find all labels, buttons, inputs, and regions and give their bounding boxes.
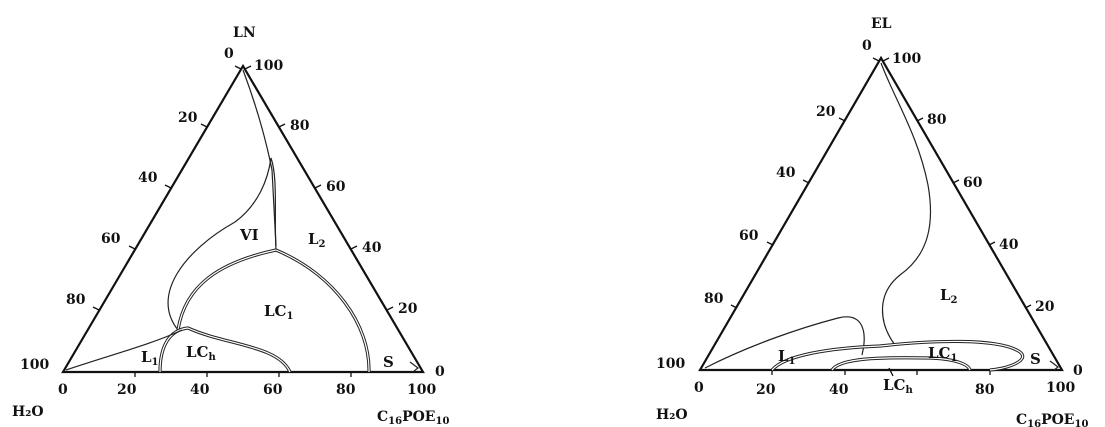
lch-pointer [888,367,894,377]
bottom-tick-label: 80 [975,382,995,398]
diagram-el: 0 20 40 60 80 100 100 80 60 40 20 0 [656,16,1088,427]
tick-mark [882,57,890,62]
right-tick-label: 20 [1035,299,1055,315]
vertex-label-top: LN [233,25,256,41]
tick-mark [766,241,774,246]
region-label-l2: L2 [308,230,326,250]
right-tick-label: 100 [254,58,283,74]
left-tick-label: 20 [178,110,198,126]
region-label-s: S [383,353,394,371]
right-tick-label: 60 [963,175,983,191]
right-tick-label: 100 [892,51,921,67]
vertex-label-surfactant: C16POE10 [377,409,449,427]
right-tick-label: 0 [1073,363,1083,379]
region-label-s: S [1030,350,1041,368]
left-tick-label: 40 [776,165,796,181]
region-label-lc1: LC1 [928,344,957,364]
left-tick-label: 40 [138,170,158,186]
right-tick-label: 20 [398,301,418,317]
vertex-label-surfactant: C16POE10 [1016,412,1088,427]
tick-mark [1024,304,1032,309]
right-tick-label: 60 [326,179,346,195]
boundary-vi-lc1 [176,248,277,331]
bottom-tick-label: 100 [407,382,436,398]
right-edge-ticks: 100 80 60 40 20 0 [244,58,445,380]
bottom-tick-label: 100 [1046,380,1075,396]
bottom-tick-label: 0 [58,382,68,398]
region-label-l1: L1 [141,348,159,368]
left-tick-label: 60 [101,231,121,247]
left-tick-label: 80 [66,292,86,308]
tick-mark [128,245,136,250]
tick-mark [92,306,100,311]
boundary-s [1049,360,1059,371]
phase-boundaries [65,69,419,373]
left-edge-ticks: 0 20 40 60 80 100 [656,38,880,372]
right-edge-ticks: 100 80 60 40 20 0 [882,51,1083,379]
right-tick-label: 0 [435,364,445,380]
vertex-label-water: H₂O [656,407,688,423]
vertex-label-water: H₂O [12,404,44,420]
right-tick-label: 40 [362,240,382,256]
tick-mark [350,245,358,250]
left-tick-label: 20 [816,104,836,120]
boundary-l1 [704,316,865,369]
tick-mark [916,117,924,122]
left-tick-label: 0 [224,46,234,62]
region-label-lch: LCh [186,343,217,363]
bottom-tick-label: 60 [263,382,283,398]
bottom-tick-label: 0 [694,380,704,396]
bottom-tick-label: 20 [117,382,137,398]
tick-mark [314,184,322,189]
tick-mark [200,123,208,128]
boundary-s [409,361,419,372]
tick-mark [872,57,880,62]
boundary-vi [167,157,277,331]
tick-mark [730,304,738,309]
tick-mark [244,65,252,70]
triangle-frame [698,55,1064,372]
left-tick-label: 60 [739,228,759,244]
left-tick-label: 100 [20,357,49,373]
boundary-l2 [880,62,932,346]
boundary-apex [242,69,277,247]
bottom-tick-label: 20 [756,382,776,398]
region-label-l1: L1 [778,347,796,367]
bottom-tick-label: 40 [190,382,210,398]
tick-mark [164,184,172,189]
tick-mark [386,306,394,311]
diagram-ln: 0 20 40 60 80 100 100 80 60 40 20 0 [12,25,449,427]
triangle-frame [61,63,425,374]
bottom-tick-label: 40 [829,382,849,398]
vertex-label-top: EL [871,16,892,32]
boundary-l1 [65,329,183,371]
region-label-lc1: LC1 [264,302,293,322]
bottom-tick-label: 80 [336,382,356,398]
region-label-lch: LCh [883,376,914,396]
tick-mark [952,179,960,184]
right-tick-label: 40 [999,237,1019,253]
left-tick-label: 0 [862,38,872,54]
left-edge-ticks: 0 20 40 60 80 100 [20,46,242,373]
tick-mark [802,179,810,184]
tick-mark [278,123,286,128]
tick-mark [234,65,242,70]
left-tick-label: 100 [656,356,685,372]
bottom-ticks: 0 20 40 60 80 100 [58,372,436,398]
phase-boundaries [704,62,1059,372]
bottom-ticks: 0 20 40 80 100 [694,370,1075,398]
boundary-lch [158,326,292,373]
boundary-lc1 [770,339,1025,372]
right-tick-label: 80 [290,118,310,134]
tick-mark [838,117,846,122]
region-label-vi: VI [239,226,259,244]
tick-mark [988,241,996,246]
left-tick-label: 80 [704,291,724,307]
region-label-l2: L2 [940,286,958,306]
right-tick-label: 80 [927,112,947,128]
